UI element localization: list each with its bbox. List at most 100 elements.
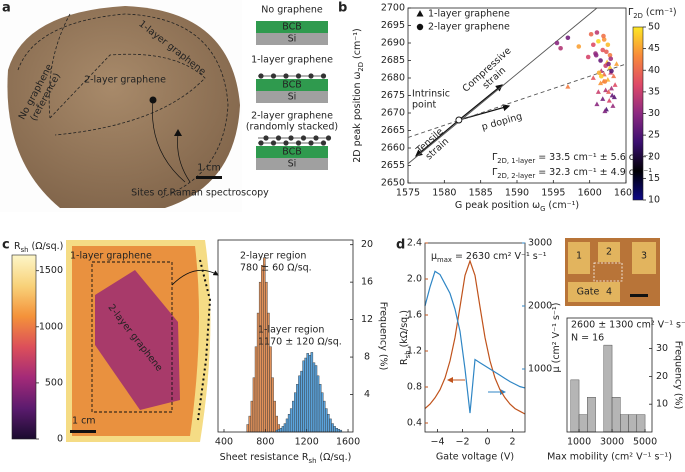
histogram-bar — [292, 400, 295, 433]
region-boundary — [49, 53, 206, 136]
device-label: 3 — [641, 251, 647, 262]
plot-frame — [566, 317, 653, 433]
histogram-bar — [327, 414, 330, 433]
histogram-bar — [323, 400, 326, 433]
x-tick-label: 3000 — [600, 437, 624, 448]
text-part: = 2630 cm² V⁻¹ s⁻¹ — [452, 251, 547, 262]
data-line — [424, 259, 526, 415]
scale-bar — [196, 176, 222, 179]
colorbar-tick-label: 0 — [57, 434, 63, 445]
marker-triangle — [614, 61, 620, 66]
histogram-bar — [611, 397, 621, 433]
marker-circle — [593, 52, 599, 58]
annotation: N = 16 — [571, 333, 604, 344]
graphene-atom — [295, 140, 302, 146]
si-layer — [256, 33, 328, 45]
histogram-bar — [312, 362, 316, 433]
x-tick-label: 1575 — [396, 188, 420, 199]
plot-frame — [424, 242, 526, 433]
series-stat: 780 ± 60 Ω/sq. — [240, 263, 312, 274]
text-part: G peak position ω — [455, 200, 540, 211]
annotation: point — [412, 100, 437, 111]
histogram-bar — [337, 428, 340, 433]
contact-pad — [598, 242, 620, 262]
marker-triangle — [598, 80, 604, 86]
y-axis-label: Frequency (%) — [673, 341, 684, 410]
x-tick-label: 1605 — [614, 188, 638, 199]
bcb-layer — [256, 79, 328, 91]
text-part: Sheet resistance — [220, 452, 302, 463]
marker-triangle — [595, 89, 601, 94]
histogram-bar — [271, 377, 274, 433]
y-tick-label: 10 — [656, 399, 668, 410]
y2-tick-label: 3000 — [528, 238, 552, 249]
histogram-bar — [628, 414, 638, 433]
bcb-layer — [256, 21, 328, 33]
histogram-bar — [275, 415, 278, 433]
colorbar — [11, 254, 37, 440]
histogram-bar — [277, 428, 281, 433]
colorbar-tick-label: 30 — [648, 108, 660, 119]
marker-circle — [594, 30, 600, 35]
region-label: 2-layer graphene — [84, 75, 166, 86]
marker-circle — [601, 37, 607, 42]
region-boundary — [17, 13, 229, 199]
marker-circle — [554, 40, 560, 46]
series-label: 1-layer region — [258, 325, 324, 336]
graphene-atom — [258, 73, 264, 79]
marker-triangle — [565, 83, 571, 89]
marker-circle — [598, 73, 604, 79]
y2-tick-label: 2000 — [528, 301, 552, 312]
histogram-bar — [283, 423, 287, 433]
colorbar-tick-label: 40 — [648, 65, 660, 76]
device-label: 1 — [576, 251, 582, 262]
histogram-bar — [265, 281, 268, 433]
panel-label: d — [396, 238, 405, 253]
graphene-atom — [263, 135, 269, 141]
histogram-bar — [300, 370, 303, 433]
text-part: sh — [404, 350, 412, 358]
histogram-bar — [287, 414, 291, 433]
graphene-atom — [283, 140, 289, 146]
annotation: μmax = 2630 cm² V⁻¹ s⁻¹ — [431, 251, 547, 265]
graphene-atom — [288, 135, 294, 141]
y-tick-label: 20 — [361, 239, 373, 250]
two-layer-region — [95, 270, 180, 410]
histogram-bar — [306, 353, 309, 433]
marker-circle — [596, 70, 602, 76]
marker-triangle — [608, 85, 614, 91]
scale-bar — [70, 430, 96, 433]
graphene-atom — [300, 135, 307, 141]
text-part: (cm⁻¹) — [545, 200, 579, 211]
histogram-bar — [296, 384, 299, 433]
y-tick-label: 16 — [361, 277, 373, 288]
histogram-bar — [258, 281, 262, 433]
stack-title: No graphene — [261, 5, 323, 16]
x-tick-label: 2 — [509, 437, 515, 448]
histogram-bar — [281, 426, 285, 433]
graphene-atom — [275, 135, 282, 141]
x-tick-label: 0 — [484, 437, 490, 448]
marker-triangle — [606, 89, 612, 94]
legend-label: 2-layer graphene — [428, 22, 510, 33]
histogram-bar — [308, 355, 312, 433]
layer-label: BCB — [282, 22, 302, 33]
y-tick-label: 2655 — [381, 160, 405, 171]
y-tick-label: 0.8 — [407, 382, 422, 393]
marker-triangle — [594, 101, 600, 107]
marker-triangle — [600, 96, 606, 101]
y-tick-label: 2670 — [381, 108, 405, 119]
histogram-bar — [333, 426, 336, 433]
contact-pad — [598, 282, 620, 302]
text-part: G — [540, 205, 545, 213]
marker-triangle — [603, 87, 609, 93]
text-part: sh — [309, 457, 317, 465]
colorbar-tick-label: 1000 — [39, 321, 63, 332]
text-part: Γ — [628, 7, 634, 18]
text-part: (Ω/sq.) — [29, 241, 64, 252]
marker-triangle — [612, 82, 618, 87]
strain-arrow — [415, 119, 460, 157]
y-tick-label: 1.2 — [407, 346, 422, 357]
histogram-bar — [587, 397, 596, 433]
layer-label: BCB — [282, 80, 302, 91]
